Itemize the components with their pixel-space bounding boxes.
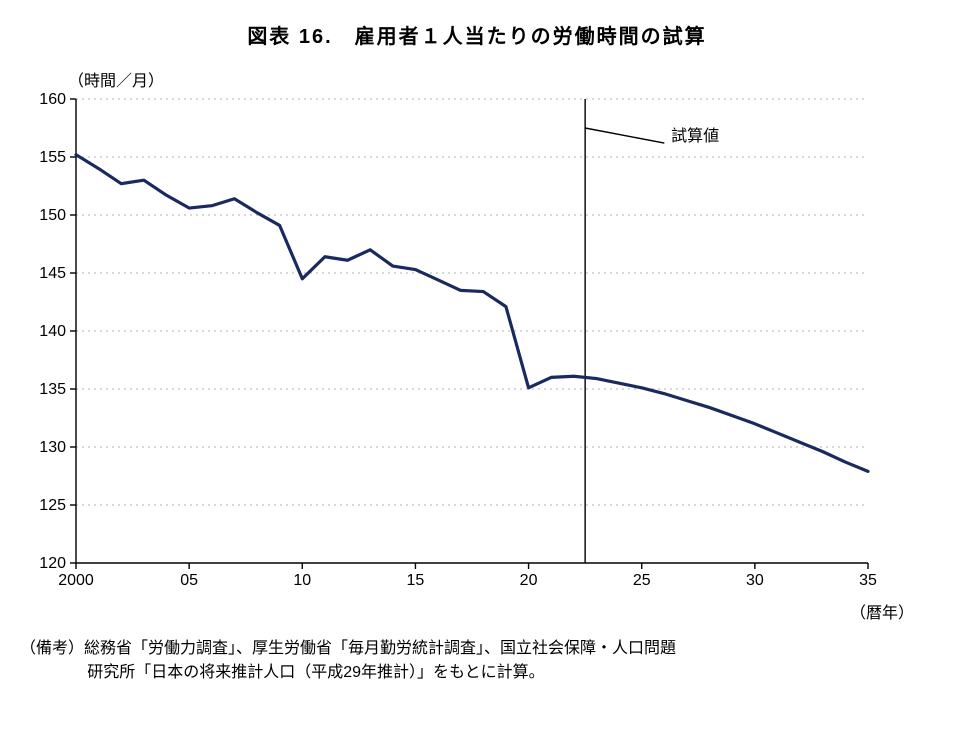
footnote-prefix: （備考） <box>20 640 84 657</box>
footnote: （備考）総務省「労働力調査」、厚生労働省「毎月勤労統計調査」、国立社会保障・人口… <box>20 637 934 685</box>
svg-text:125: 125 <box>39 497 66 514</box>
line-chart-svg: 120 125 130 135 140 145 150 155 160 2000 05 10 15 20 2… <box>20 93 882 597</box>
svg-text:試算値: 試算値 <box>671 126 719 145</box>
x-axis-label: （暦年） <box>20 599 914 623</box>
svg-text:2000: 2000 <box>58 572 94 589</box>
svg-text:10: 10 <box>293 572 311 589</box>
chart-title: 図表 16. 雇用者１人当たりの労働時間の試算 <box>20 20 934 49</box>
svg-text:30: 30 <box>746 572 764 589</box>
plot-area: 120 125 130 135 140 145 150 155 160 2000 05 10 15 20 2… <box>20 93 934 597</box>
svg-text:05: 05 <box>180 572 198 589</box>
svg-text:160: 160 <box>39 93 66 108</box>
svg-text:25: 25 <box>633 572 651 589</box>
footnote-line1: 総務省「労働力調査」、厚生労働省「毎月勤労統計調査」、国立社会保障・人口問題 <box>84 640 676 657</box>
svg-text:140: 140 <box>39 323 66 340</box>
svg-text:120: 120 <box>39 555 66 572</box>
svg-text:20: 20 <box>520 572 538 589</box>
svg-text:150: 150 <box>39 207 66 224</box>
footnote-line2: 研究所「日本の将来推計人口（平成29年推計）」をもとに計算。 <box>20 661 934 685</box>
svg-text:15: 15 <box>407 572 425 589</box>
svg-text:135: 135 <box>39 381 66 398</box>
svg-text:130: 130 <box>39 439 66 456</box>
y-axis-label: （時間／月） <box>68 67 934 91</box>
svg-text:145: 145 <box>39 265 66 282</box>
svg-text:155: 155 <box>39 149 66 166</box>
svg-text:35: 35 <box>859 572 877 589</box>
